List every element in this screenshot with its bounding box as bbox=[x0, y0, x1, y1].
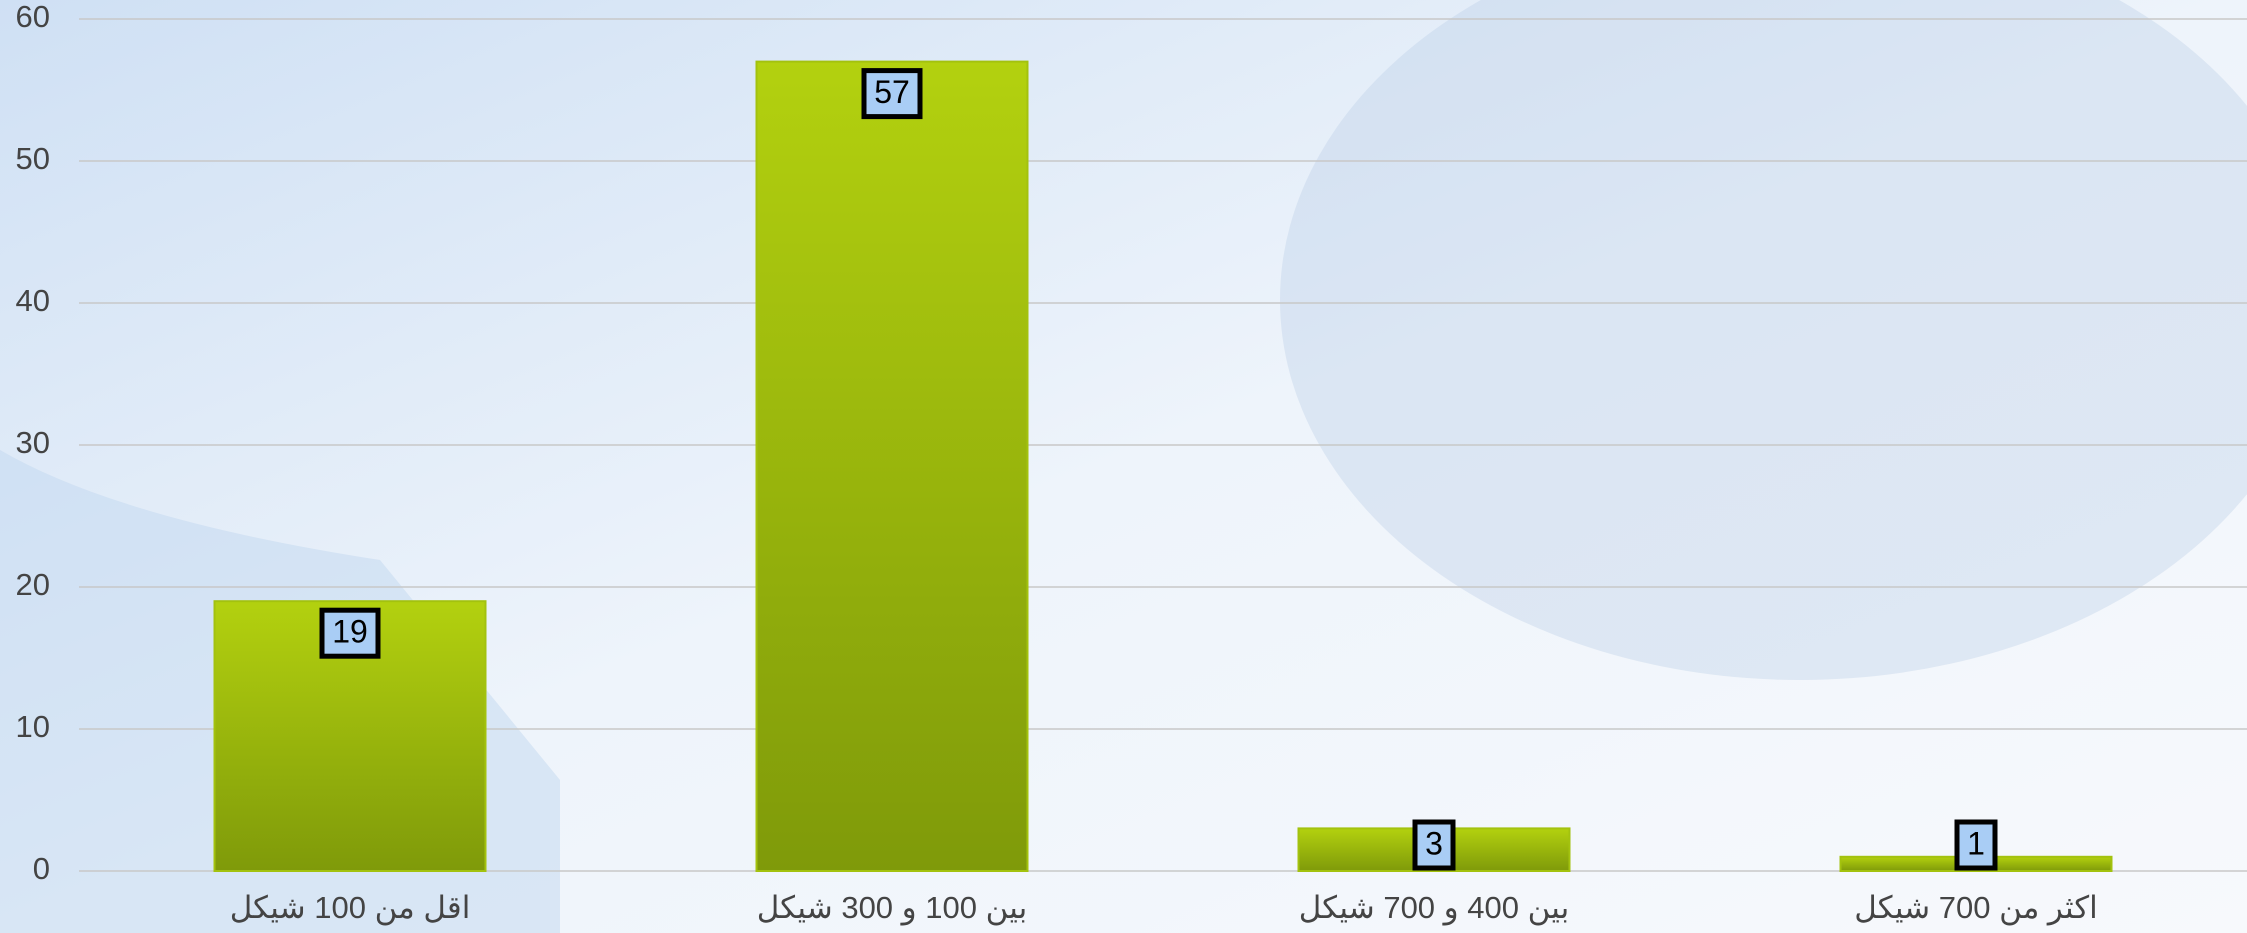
y-tick-label: 20 bbox=[16, 567, 50, 602]
x-tick-label: اكثر من 700 شيكل bbox=[1854, 890, 2098, 926]
data-label: 1 bbox=[1967, 825, 1985, 861]
data-label: 57 bbox=[874, 74, 910, 110]
y-tick-label: 30 bbox=[16, 425, 50, 460]
data-label: 19 bbox=[332, 614, 368, 650]
y-tick-label: 60 bbox=[16, 0, 50, 34]
x-tick-label: بين 400 و 700 شيكل bbox=[1299, 890, 1569, 926]
y-tick-label: 10 bbox=[16, 709, 50, 744]
y-tick-label: 0 bbox=[33, 851, 50, 886]
bar bbox=[757, 62, 1028, 871]
y-tick-label: 50 bbox=[16, 141, 50, 176]
data-label: 3 bbox=[1425, 825, 1443, 861]
chart: 0 10 20 30 40 50 60 اقل من 100 شيكل 19 بين 100 و … bbox=[0, 0, 2247, 933]
x-tick-label: بين 100 و 300 شيكل bbox=[757, 890, 1027, 926]
x-tick-label: اقل من 100 شيكل bbox=[230, 890, 471, 926]
y-tick-label: 40 bbox=[16, 283, 50, 318]
